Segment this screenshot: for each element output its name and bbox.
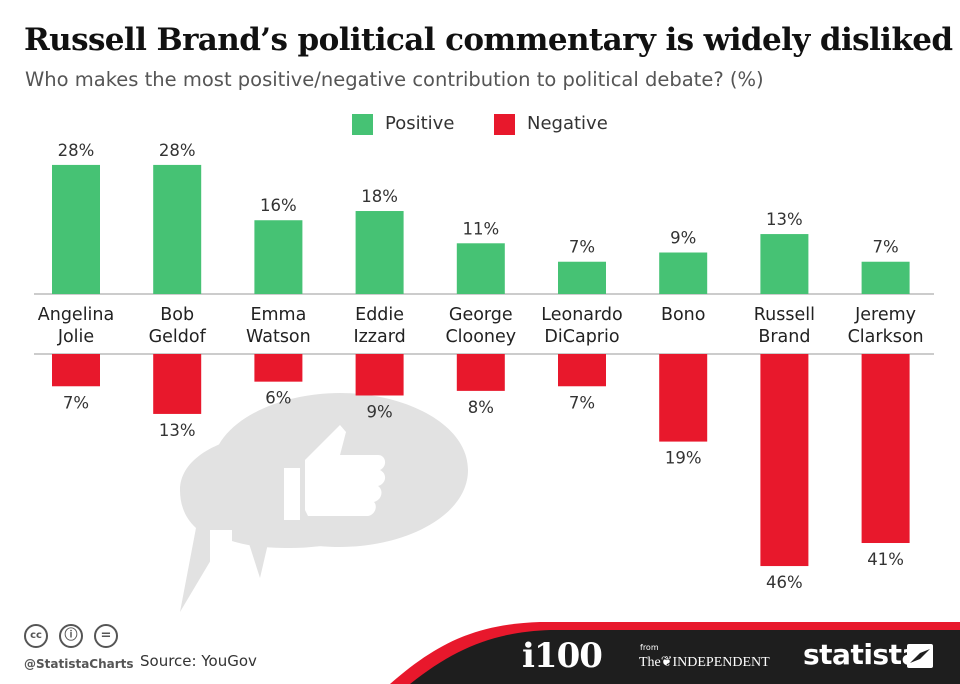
bar-negative: [760, 354, 809, 567]
value-label-negative: 6%: [265, 389, 291, 408]
value-label-positive: 9%: [670, 229, 696, 248]
cc-icon: cc: [24, 624, 48, 648]
category-label: Emma: [250, 305, 306, 325]
bar-negative: [254, 354, 303, 382]
category-label: Jeremy: [854, 305, 916, 325]
bar-positive: [659, 252, 708, 294]
value-label-positive: 7%: [873, 238, 899, 257]
no-derivatives-icon: =: [94, 624, 118, 648]
speech-bubbles-illustration: [180, 393, 468, 612]
value-label-positive: 18%: [361, 187, 398, 206]
bar-negative: [355, 354, 404, 396]
footer-band: [390, 622, 960, 684]
value-label-negative: 46%: [766, 573, 803, 592]
bar-positive: [153, 164, 202, 294]
category-label: DiCaprio: [544, 327, 619, 347]
category-label: Clarkson: [848, 327, 924, 347]
category-label: Bob: [160, 305, 194, 325]
category-label: Leonardo: [541, 305, 622, 325]
legend-label-positive: Positive: [385, 113, 455, 134]
bar-positive: [760, 234, 809, 294]
value-label-positive: 16%: [260, 196, 297, 215]
bar-negative: [558, 354, 606, 387]
value-label-negative: 7%: [569, 393, 595, 412]
chart-title: Russell Brand’s political commentary is …: [24, 22, 953, 58]
statista-logo: statista: [803, 638, 920, 671]
source-note: Source: YouGov: [140, 652, 257, 670]
bars: [52, 164, 910, 567]
category-label: Eddie: [355, 305, 404, 325]
bar-positive: [558, 261, 606, 294]
bar-negative: [861, 354, 910, 544]
value-label-negative: 41%: [867, 550, 904, 569]
from-label: from: [640, 643, 659, 652]
i100-logo: i100: [522, 636, 603, 676]
bar-negative: [456, 354, 505, 391]
value-label-positive: 28%: [159, 141, 196, 160]
category-label: Bono: [661, 305, 706, 325]
thumbs-down-icon: [210, 530, 242, 595]
category-label: George: [449, 305, 513, 325]
bar-positive: [355, 211, 404, 294]
category-label: Angelina: [38, 305, 114, 325]
attribution-icon: ⓘ: [59, 624, 83, 648]
value-label-negative: 8%: [468, 398, 494, 417]
category-label: Brand: [758, 327, 810, 347]
statista-logo-icon: [907, 644, 933, 668]
bar-positive: [861, 261, 910, 294]
chart-subtitle: Who makes the most positive/negative con…: [25, 68, 764, 91]
bar-negative: [659, 354, 708, 442]
value-label-positive: 13%: [766, 210, 803, 229]
value-label-positive: 7%: [569, 238, 595, 257]
category-label: Russell: [754, 305, 815, 325]
value-label-negative: 9%: [367, 402, 393, 421]
bar-positive: [52, 164, 100, 294]
category-label: Jolie: [57, 327, 94, 347]
category-label: Geldof: [149, 327, 207, 347]
legend-swatch-negative: [494, 114, 515, 135]
value-label-positive: 28%: [58, 141, 95, 160]
bar-negative: [153, 354, 202, 414]
bar-negative: [52, 354, 100, 387]
legend: Positive Negative: [352, 112, 632, 138]
independent-logo: The❦INDEPENDENT: [639, 655, 770, 670]
value-label-negative: 13%: [159, 421, 196, 440]
category-label: Izzard: [353, 327, 405, 347]
legend-label-negative: Negative: [527, 113, 608, 134]
bar-positive: [456, 243, 505, 294]
value-label-negative: 7%: [63, 393, 89, 412]
value-label-positive: 11%: [462, 219, 499, 238]
category-label: Watson: [246, 327, 311, 347]
statista-credit: @StatistaCharts: [24, 657, 134, 671]
category-label: Clooney: [445, 327, 516, 347]
bar-positive: [254, 220, 303, 294]
value-label-negative: 19%: [665, 449, 702, 468]
thumbs-up-icon: [284, 425, 386, 520]
footer-left: cc ⓘ = @StatistaCharts Source: YouGov: [24, 624, 294, 674]
legend-swatch-positive: [352, 114, 373, 135]
